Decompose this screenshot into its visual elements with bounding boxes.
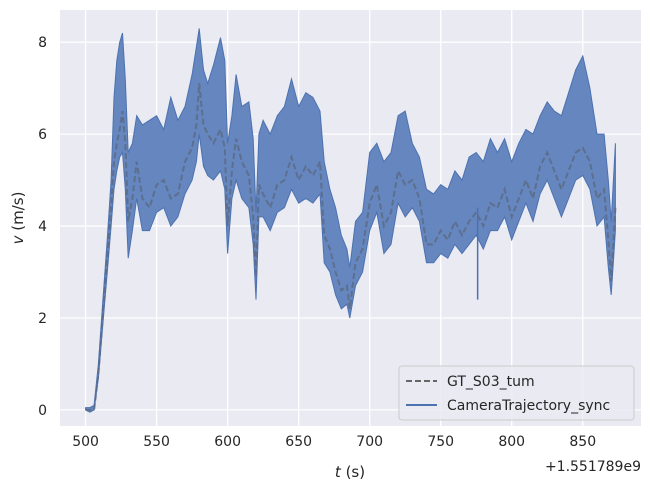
x-tick-label: 750 xyxy=(427,434,454,450)
y-tick-label: 2 xyxy=(38,311,47,327)
x-offset-label: +1.551789e9 xyxy=(545,459,641,475)
x-tick-label: 850 xyxy=(569,434,596,450)
x-tick-label: 800 xyxy=(498,434,525,450)
x-tick-label: 500 xyxy=(72,434,99,450)
legend-label-gt: GT_S03_tum xyxy=(447,374,535,390)
legend-box xyxy=(398,365,635,421)
y-tick-label: 8 xyxy=(38,35,47,51)
x-axis-ticks: 500 550 600 650 700 750 800 850 xyxy=(72,434,596,450)
series-layer xyxy=(85,28,617,413)
x-tick-label: 600 xyxy=(214,434,241,450)
y-tick-label: 0 xyxy=(38,403,47,419)
x-axis-label: t (s) xyxy=(335,463,365,481)
y-axis-label: v (m/s) xyxy=(9,192,27,245)
y-tick-label: 4 xyxy=(38,219,47,235)
x-tick-label: 650 xyxy=(285,434,312,450)
y-axis-ticks: 0 2 4 6 8 xyxy=(38,35,47,419)
legend-label-camera: CameraTrajectory_sync xyxy=(447,398,610,414)
gt-line xyxy=(85,83,617,411)
camera-trajectory-band xyxy=(85,28,616,413)
x-tick-label: 550 xyxy=(143,434,170,450)
x-tick-label: 700 xyxy=(356,434,383,450)
y-tick-label: 6 xyxy=(38,127,47,143)
legend: GT_S03_tum CameraTrajectory_sync xyxy=(398,365,635,421)
